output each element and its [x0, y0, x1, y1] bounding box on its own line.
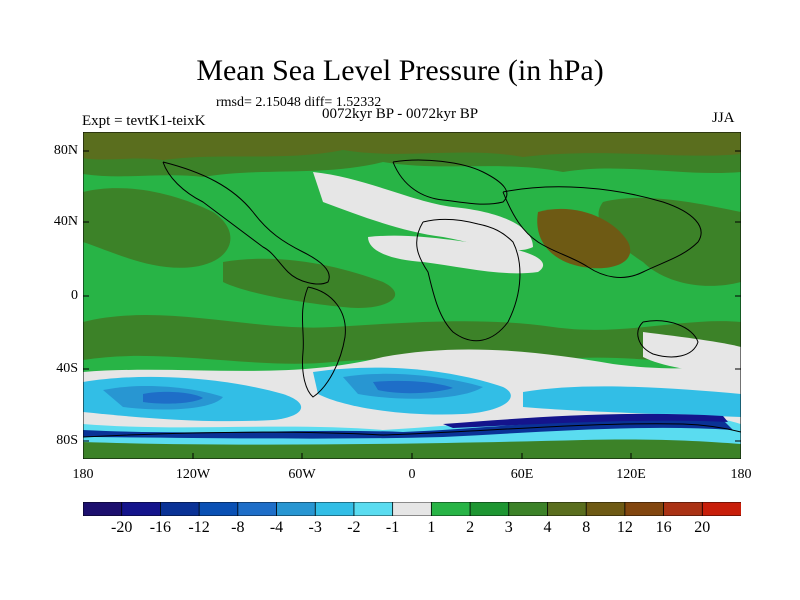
rmsd-diff-stats: rmsd= 2.15048 diff= 1.52332 [216, 95, 382, 110]
colorbar-swatch [547, 502, 588, 516]
lat-label-80n: 80N [53, 143, 78, 158]
colorbar-tick-label: 4 [543, 519, 552, 536]
lon-label-60w: 60W [288, 467, 316, 482]
colorbar-swatch [237, 502, 278, 516]
pressure-map [83, 132, 741, 459]
colorbar-tick-label: -20 [111, 519, 133, 536]
colorbar-swatch [663, 502, 704, 516]
field-nwpacific-olive [598, 197, 741, 286]
colorbar-swatch [508, 502, 549, 516]
colorbar-tick-label: 2 [466, 519, 475, 536]
colorbar-tick-label: -1 [385, 519, 400, 536]
field-med-grey [368, 235, 544, 274]
colorbar-tick-label: -16 [149, 519, 172, 536]
colorbar-swatch [392, 502, 433, 516]
lon-label-0: 0 [408, 467, 416, 482]
axis-ticks [83, 150, 741, 459]
field-natl-grey [313, 172, 533, 251]
colorbar-swatch [121, 502, 162, 516]
lat-label-80s: 80S [56, 433, 78, 448]
lat-label-40s: 40S [56, 361, 78, 376]
colorbar-swatch [469, 502, 510, 516]
field-arctic-brown [83, 132, 741, 160]
colorbar-swatch [353, 502, 394, 516]
colorbar-swatch [276, 502, 317, 516]
lon-label-180w: 180 [72, 467, 94, 482]
coastlines [83, 159, 741, 438]
colorbar-swatch [701, 502, 741, 516]
field-npacific-olive [83, 188, 231, 268]
colorbar-swatch [198, 502, 239, 516]
colorbar-swatch [624, 502, 665, 516]
colorbar-tick-label: -3 [308, 519, 322, 536]
colorbar-swatch [585, 502, 626, 516]
colorbar-tick-label: -12 [188, 519, 210, 536]
field-so-cyan-e [523, 386, 741, 417]
colorbar-swatch [430, 502, 471, 516]
colorbar-tick-label: 8 [582, 519, 591, 536]
field-south-olive [83, 315, 741, 364]
lat-label-40n: 40N [53, 214, 78, 229]
colorbar-tick-label: 20 [694, 519, 711, 536]
colorbar-tick-label: 3 [504, 519, 513, 536]
colorbar-swatch [83, 502, 123, 516]
lon-label-120e: 120E [616, 467, 646, 482]
colorbar-tick-label: 12 [616, 519, 633, 536]
field-coast-navy [443, 413, 728, 428]
colorbar-swatch [160, 502, 201, 516]
field-core-2b [373, 380, 453, 394]
period-label: 0072kyr BP - 0072kyr BP [322, 106, 479, 122]
colorbar-tick-label: 1 [427, 519, 436, 536]
field-coast-blue [83, 418, 733, 439]
colorbar [83, 502, 741, 516]
lat-label-0: 0 [71, 288, 78, 303]
field-core-1b [143, 391, 203, 404]
colorbar-tick-label: -4 [269, 519, 284, 536]
field-antarctic-olive [83, 439, 741, 459]
experiment-label: Expt = tevtK1-teixK [82, 113, 206, 129]
colorbar-tick-label: -2 [347, 519, 361, 536]
map-title: Mean Sea Level Pressure (in hPa) [196, 54, 604, 87]
colorbar-tick-label: 16 [655, 519, 672, 536]
field-sw-grey [643, 332, 741, 373]
colorbar-swatch [314, 502, 355, 516]
lon-label-180e: 180 [730, 467, 752, 482]
lon-label-60e: 60E [510, 467, 534, 482]
lon-label-120w: 120W [175, 467, 211, 482]
season-label: JJA [712, 110, 735, 126]
colorbar-tick-label: -8 [231, 519, 245, 536]
